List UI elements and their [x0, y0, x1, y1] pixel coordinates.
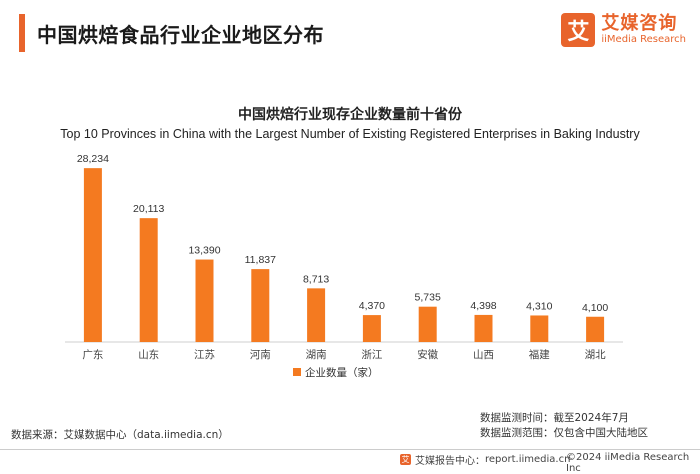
brand-logo: 艾 艾媒咨询 iiMedia Research: [561, 13, 686, 47]
bar-chart: 28,234 广东 20,113 山东 13,390 江苏 11,837 河南 8,713 湖南 4…: [65, 153, 623, 379]
bar-7: [474, 314, 493, 342]
data-label-7: 4,398: [470, 300, 496, 312]
chart-subtitle: Top 10 Provinces in China with the Large…: [60, 127, 640, 141]
report-center-label: 艾媒报告中心：: [415, 456, 485, 467]
brand-name-en: iiMedia Research: [601, 34, 686, 45]
brand-name-cn: 艾媒咨询: [601, 13, 678, 34]
x-tick-label-7: 山西: [473, 349, 494, 361]
monitor-time: 数据监测时间：截至2024年7月: [480, 412, 629, 424]
x-tick-label-6: 安徽: [417, 348, 438, 361]
legend-swatch: [293, 368, 301, 376]
x-tick-label-3: 河南: [250, 348, 271, 361]
bar-4: [307, 288, 326, 342]
title-accent-bar: [19, 14, 25, 52]
chart-title: 中国烘焙行业现存企业数量前十省份: [238, 107, 462, 123]
brand-logo-mark: 艾: [561, 13, 596, 47]
report-center-icon: 艾: [400, 454, 411, 465]
data-label-3: 11,837: [245, 254, 276, 266]
bar-1: [139, 218, 158, 342]
data-label-1: 20,113: [133, 203, 164, 215]
bar-8: [530, 315, 549, 342]
legend-label: 企业数量（家）: [305, 366, 379, 379]
data-source: 数据来源：艾媒数据中心（data.iimedia.cn）: [11, 429, 229, 441]
x-tick-label-2: 江苏: [194, 348, 215, 361]
data-label-8: 4,310: [526, 300, 552, 312]
bar-0: [83, 168, 102, 342]
x-tick-label-8: 福建: [529, 348, 550, 361]
bar-9: [586, 316, 605, 342]
x-tick-label-0: 广东: [82, 348, 103, 361]
x-tick-label-9: 湖北: [585, 349, 606, 361]
footer-divider: [0, 449, 700, 450]
bar-2: [195, 259, 214, 342]
page-title: 中国烘焙食品行业企业地区分布: [37, 23, 324, 47]
x-tick-label-1: 山东: [138, 348, 159, 361]
data-label-4: 8,713: [303, 273, 329, 285]
bar-3: [251, 269, 270, 342]
data-label-9: 4,100: [582, 302, 608, 314]
data-label-5: 4,370: [359, 300, 385, 312]
data-label-2: 13,390: [188, 245, 220, 257]
report-center-url[interactable]: report.iimedia.cn: [485, 454, 571, 465]
x-tick-label-5: 浙江: [361, 349, 382, 361]
footer-copyright: ©2024 iiMedia Research Inc: [566, 452, 690, 474]
data-label-6: 5,735: [415, 292, 441, 304]
bar-5: [362, 315, 381, 342]
x-tick-label-4: 湖南: [306, 348, 327, 361]
data-label-0: 28,234: [77, 153, 109, 165]
monitor-scope: 数据监测范围：仅包含中国大陆地区: [480, 427, 648, 439]
bar-6: [418, 306, 437, 342]
footer-report-center: 艾 艾媒报告中心： report.iimedia.cn: [400, 452, 570, 467]
